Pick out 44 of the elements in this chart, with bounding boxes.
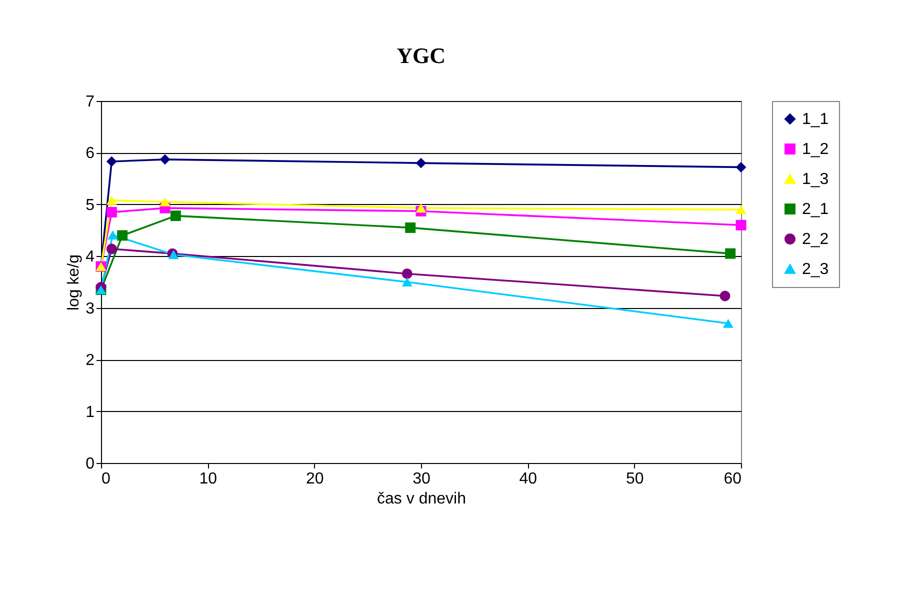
y-tick-label: 1	[86, 404, 95, 421]
point	[416, 158, 426, 168]
y-axis-title: log ke/g	[66, 254, 83, 311]
y-tick-label: 5	[86, 196, 95, 214]
x-tick-label: 40	[519, 470, 538, 488]
y-tick-label: 6	[86, 145, 95, 162]
point	[160, 197, 170, 206]
point	[736, 220, 746, 230]
x-tick-label: 10	[199, 470, 218, 488]
y-tick-label: 7	[86, 94, 95, 110]
point	[736, 162, 746, 172]
point	[106, 206, 117, 218]
point	[117, 230, 128, 241]
point	[402, 277, 412, 287]
legend-label: 2_1	[802, 201, 829, 218]
point	[416, 204, 426, 213]
point	[722, 318, 734, 328]
legend-label: 1_2	[802, 141, 829, 158]
y-tick-label: 4	[86, 248, 95, 266]
x-tick-label: 50	[626, 470, 644, 488]
y-tick-label: 3	[86, 300, 95, 318]
point	[106, 156, 117, 167]
point	[720, 290, 730, 302]
point	[725, 248, 736, 259]
y-tick-label: 0	[86, 456, 95, 472]
point	[106, 244, 117, 254]
x-tick-label: 20	[306, 470, 324, 488]
x-tick-label: 0	[102, 470, 110, 488]
legend-label: 1_1	[802, 111, 829, 128]
point	[405, 222, 416, 233]
x-tick-label: 30	[412, 470, 430, 488]
x-axis-title: čas v dnevih	[377, 490, 466, 508]
point	[402, 268, 412, 279]
x-tick-label: 60	[724, 470, 742, 488]
point	[160, 154, 170, 165]
point	[106, 196, 117, 205]
chart-title: YGC	[396, 43, 446, 68]
point	[170, 210, 181, 222]
legend-label: 1_3	[802, 171, 829, 188]
y-tick-label: 2	[86, 352, 95, 370]
legend-label: 2_2	[802, 231, 829, 248]
point	[736, 205, 746, 214]
point	[107, 230, 118, 240]
legend-label: 2_3	[802, 261, 829, 278]
